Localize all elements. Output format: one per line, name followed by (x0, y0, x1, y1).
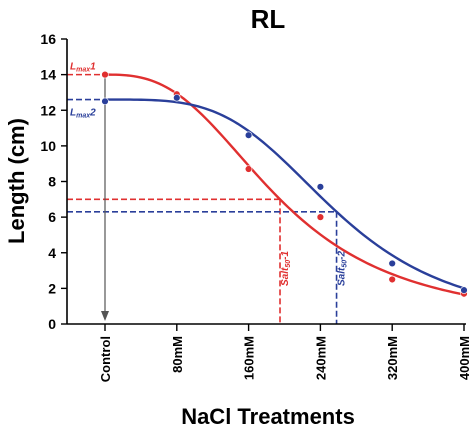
chart-title: RL (251, 4, 286, 34)
data-point (101, 70, 109, 79)
y-axis-title: Length (cm) (4, 118, 29, 244)
x-tick-label: 400mM (457, 336, 472, 380)
y-tick-label: 6 (48, 209, 56, 225)
y-tick-label: 0 (48, 316, 56, 332)
data-point (316, 213, 325, 221)
data-point (388, 259, 396, 268)
data-point (244, 165, 253, 173)
salt50-label: Salt50-1 (280, 251, 292, 286)
y-tick-label: 4 (48, 245, 56, 261)
fit-curve (105, 98, 465, 290)
salt50-label: Salt50-2 (337, 251, 349, 286)
y-tick-label: 8 (48, 174, 56, 190)
data-point (388, 275, 396, 284)
data-point (316, 183, 325, 191)
data-point (101, 97, 109, 106)
lmax-label: Lmax1 (70, 62, 96, 74)
data-point (173, 94, 181, 102)
y-tick-label: 12 (40, 102, 56, 118)
y-tick-label: 2 (48, 280, 56, 296)
fit-curve (105, 73, 465, 296)
x-tick-label: Control (98, 336, 113, 382)
y-tick-label: 16 (40, 31, 56, 47)
x-tick-label: 80mM (170, 336, 185, 373)
x-tick-label: 160mM (242, 336, 257, 380)
axis-ticks: 0 2 4 6 8 10 12 14 16 Control 80mM 160mM 240mM 320mM 4… (40, 31, 472, 382)
data-point (460, 286, 468, 294)
x-axis-title: NaCl Treatments (181, 404, 355, 429)
y-tick-label: 14 (40, 67, 56, 83)
plot-area: Lmax1 Salt50-1 Lmax2 Salt50-2 (67, 62, 468, 324)
x-tick-label: 240mM (313, 336, 328, 380)
y-tick-label: 10 (40, 138, 56, 154)
x-tick-label: 320mM (385, 336, 400, 380)
lmax-label: Lmax2 (70, 108, 96, 120)
control-arrow-head (101, 311, 109, 321)
data-point (244, 131, 253, 139)
